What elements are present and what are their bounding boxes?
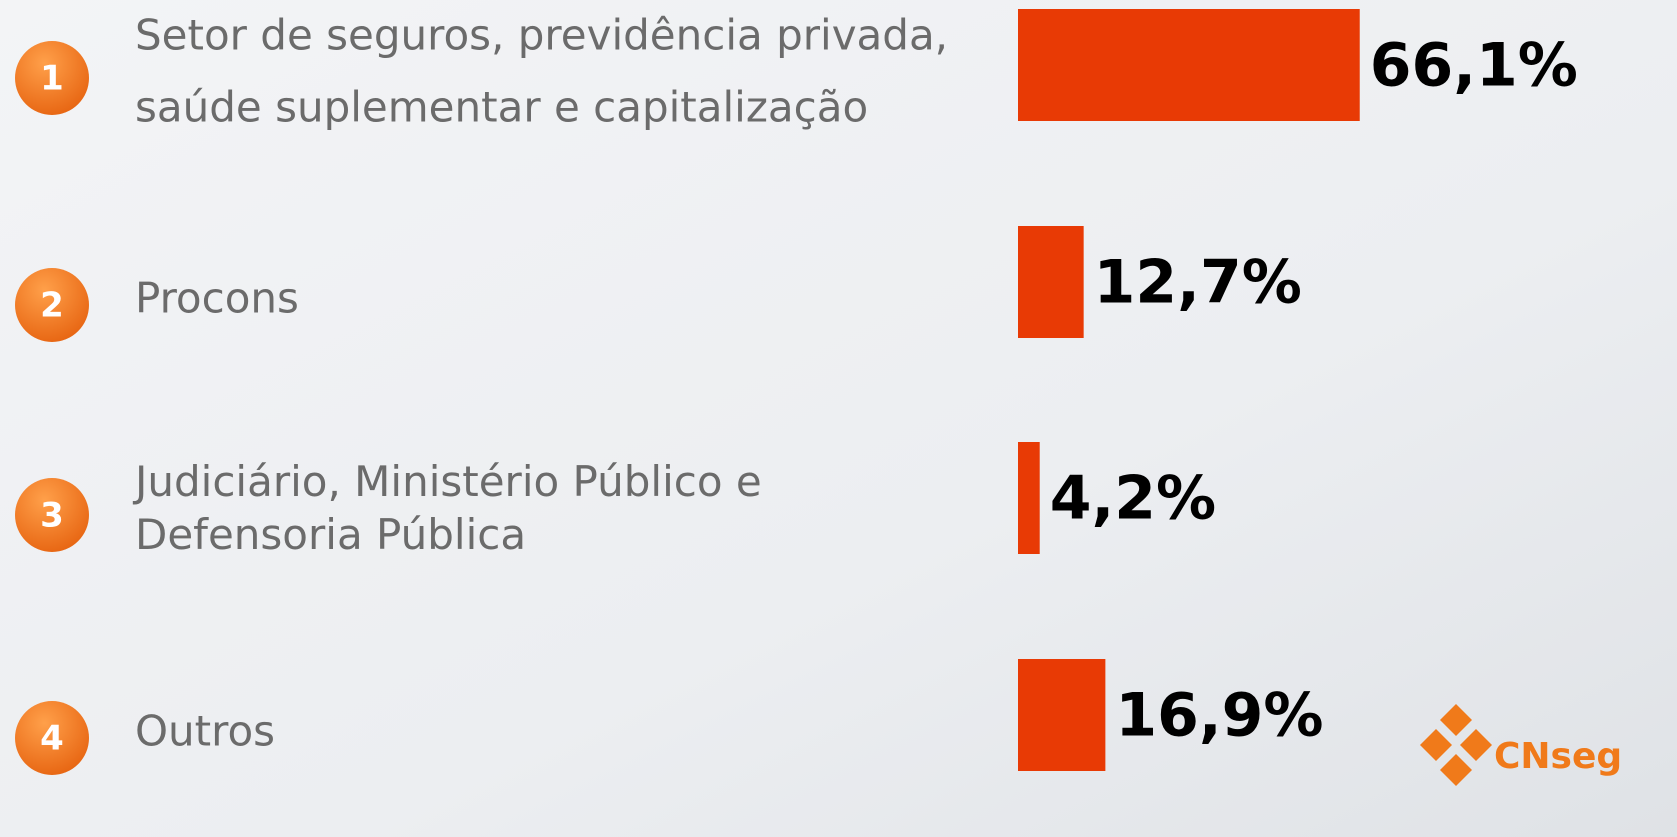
value-label: 12,7% [1094, 248, 1302, 318]
marker-number: 2 [40, 286, 64, 326]
chart: CNseg 1 Setor de seguros, previdência pri… [0, 0, 1677, 837]
category-label: Judiciário, Ministério Público e [132, 457, 762, 506]
marker-number: 3 [40, 496, 64, 536]
category-label: Outros [135, 707, 275, 756]
bar [1018, 659, 1105, 771]
page: CNseg 1 Setor de seguros, previdência pri… [0, 0, 1677, 837]
category-label: Procons [135, 274, 299, 323]
marker-number: 1 [40, 59, 64, 99]
bar [1018, 226, 1084, 338]
bar [1018, 442, 1040, 554]
category-label: saúde suplementar e capitalização [135, 83, 868, 132]
marker-number: 4 [40, 719, 64, 759]
category-label: Setor de seguros, previdência privada, [135, 11, 948, 60]
value-label: 16,9% [1115, 681, 1323, 751]
value-label: 4,2% [1050, 464, 1216, 534]
bar [1018, 9, 1360, 121]
value-label: 66,1% [1370, 31, 1578, 101]
logo-text: CNseg [1494, 736, 1622, 777]
category-label: Defensoria Pública [135, 510, 526, 559]
